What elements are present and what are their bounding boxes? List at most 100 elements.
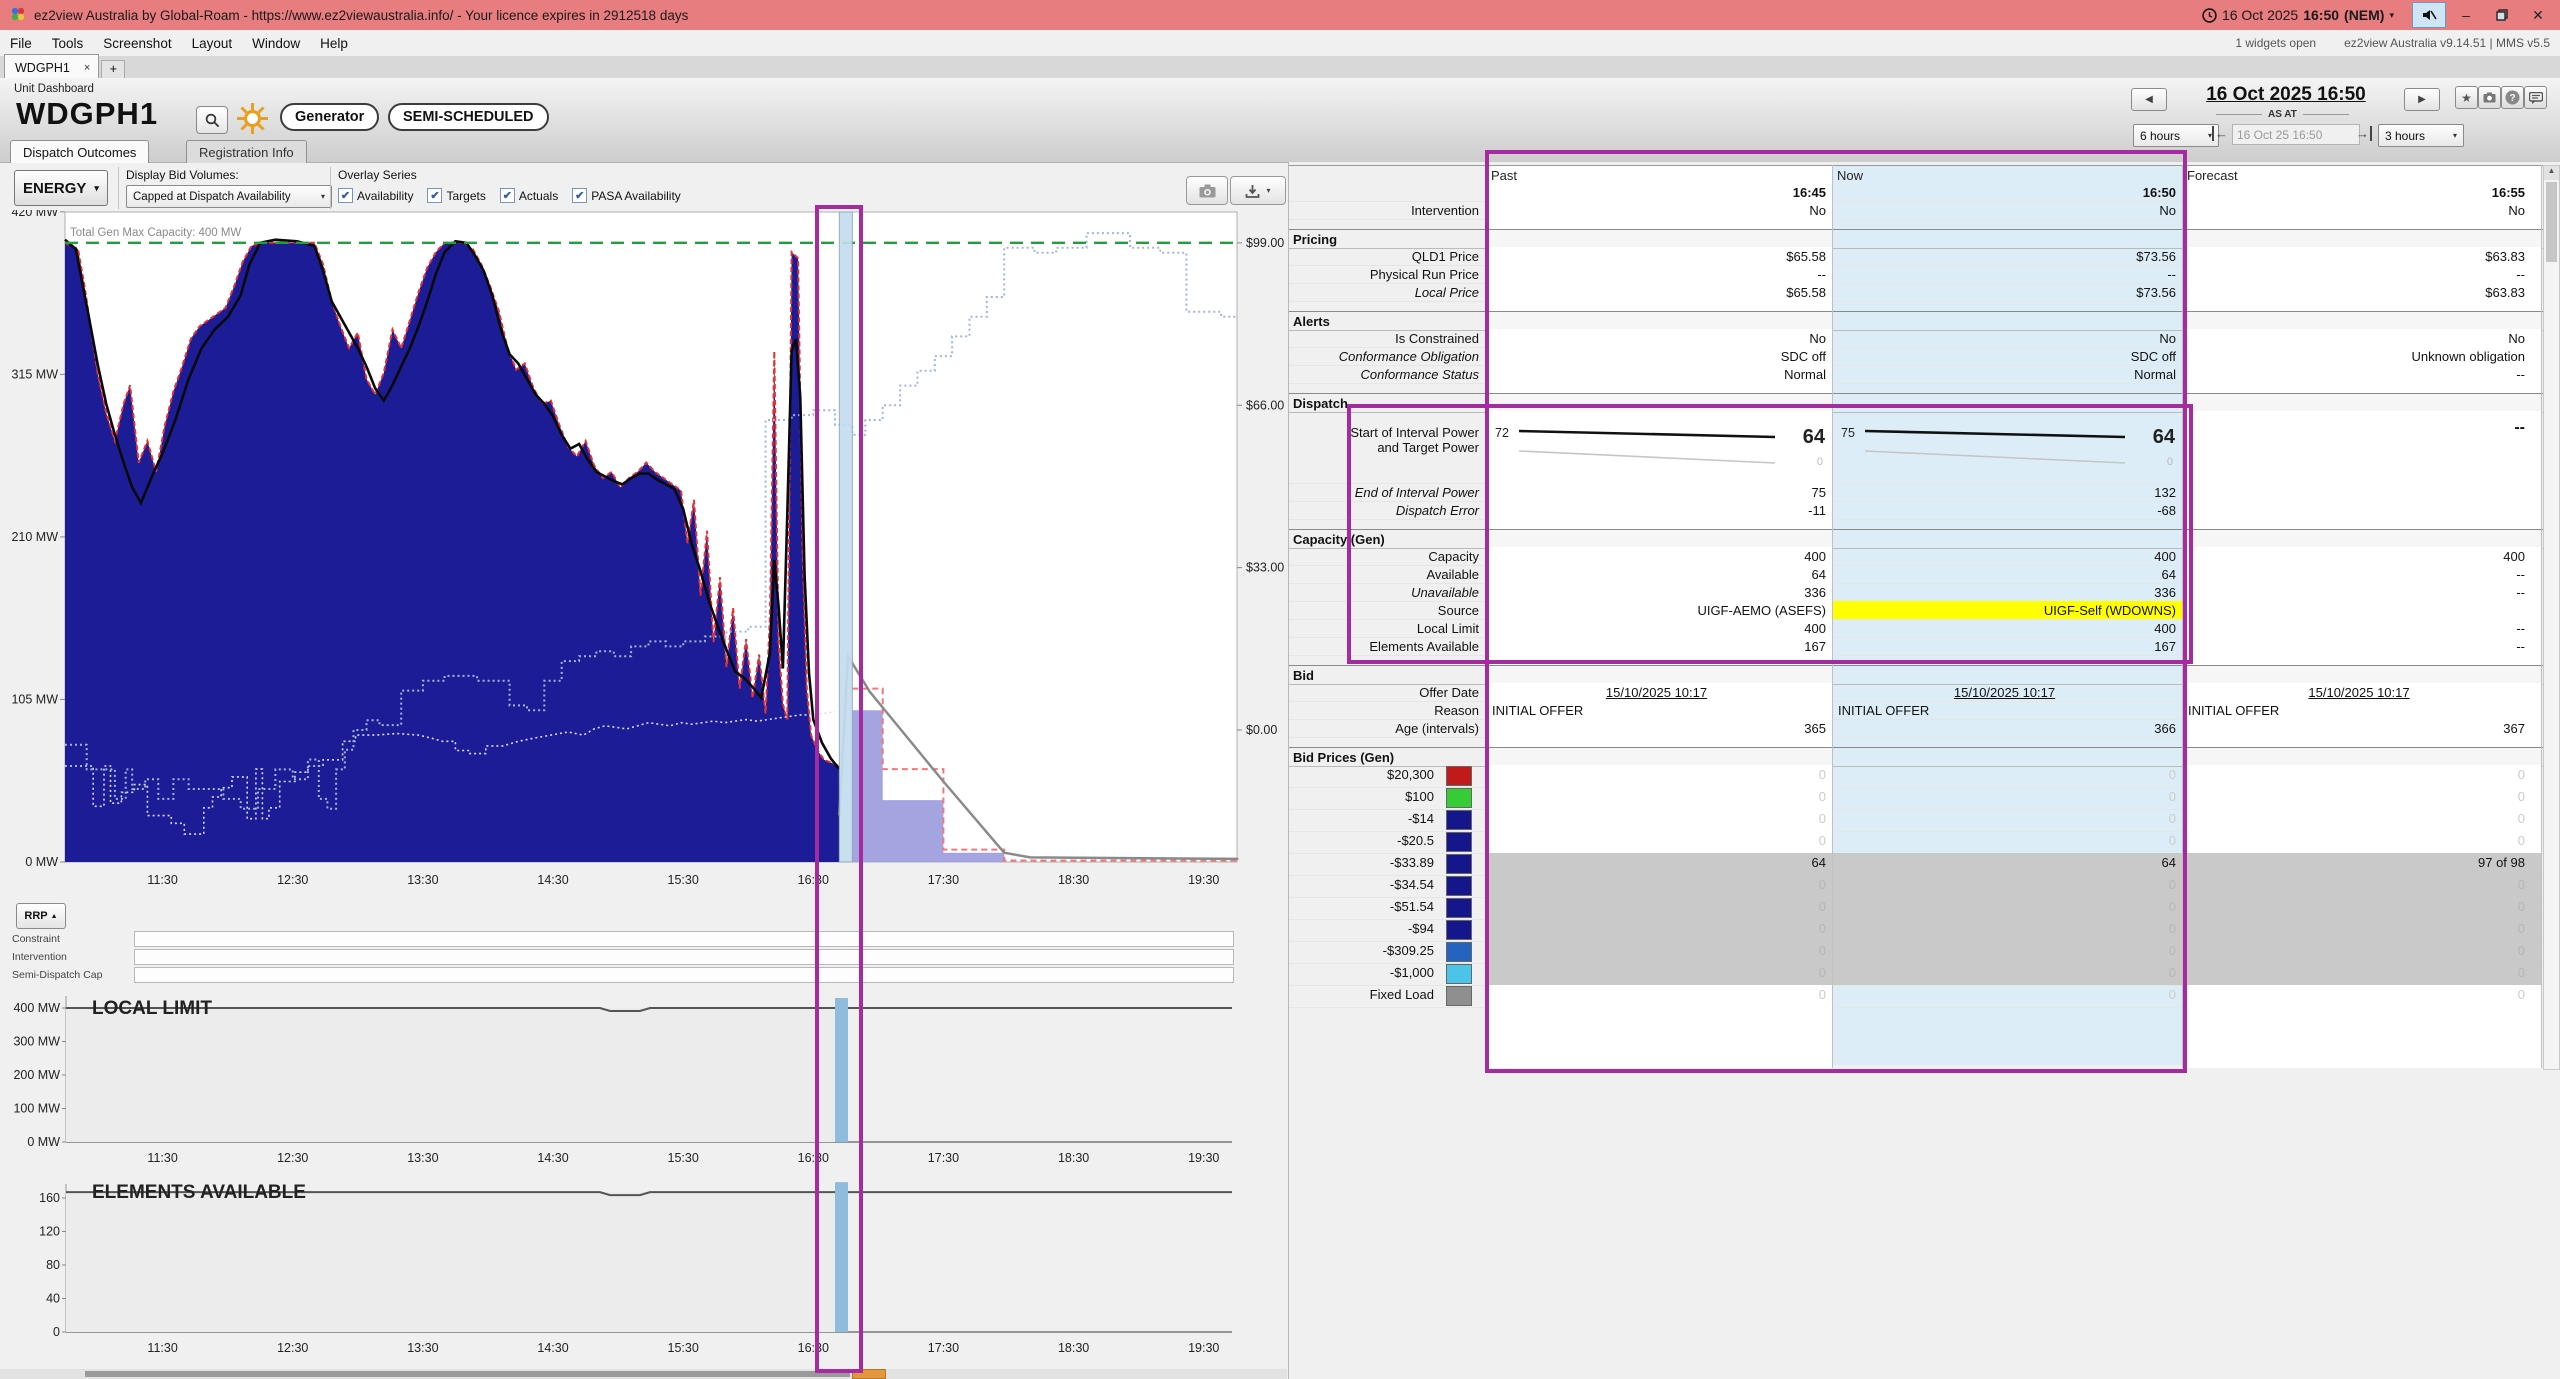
- svg-text:105 MW: 105 MW: [11, 692, 58, 706]
- as-at-input[interactable]: [2232, 124, 2360, 145]
- value-past: 16:45: [1486, 183, 1832, 201]
- jump-start-icon[interactable]: ←: [2212, 126, 2228, 141]
- scrollbar-thumb[interactable]: [2546, 182, 2557, 262]
- svg-text:11:30: 11:30: [147, 1151, 177, 1165]
- value-forecast: --: [2182, 637, 2541, 655]
- value-now: 64: [1832, 853, 2182, 875]
- tab-dispatch-outcomes[interactable]: Dispatch Outcomes: [10, 140, 149, 163]
- menu-item-file[interactable]: File: [0, 32, 42, 55]
- track-semi-dispatch-cap: [134, 967, 1234, 983]
- close-button[interactable]: ✕: [2522, 3, 2554, 27]
- svg-text:14:30: 14:30: [537, 1151, 568, 1165]
- value-now: -68: [1832, 501, 2182, 519]
- menu-item-layout[interactable]: Layout: [182, 32, 243, 55]
- row-label-fixed-load: Fixed Load: [1289, 985, 1486, 1007]
- current-interval-date[interactable]: 16 Oct 2025 16:50: [2172, 84, 2400, 106]
- menu-item-help[interactable]: Help: [310, 32, 358, 55]
- unit-dashboard-header: Unit Dashboard WDGPH1 Generator SEMI-SCH…: [0, 78, 2560, 163]
- next-interval-button[interactable]: ▶: [2404, 88, 2440, 111]
- row-label---14: -$14: [1289, 809, 1486, 831]
- display-bid-volumes-select[interactable]: Capped at Dispatch Availability▾: [126, 185, 332, 208]
- value-now: UIGF-Self (WDOWNS): [1832, 601, 2182, 619]
- bid-price-swatch: [1446, 964, 1472, 984]
- value-past: -11: [1486, 501, 1832, 519]
- overlay-checkbox-actuals[interactable]: ✔Actuals: [500, 188, 558, 203]
- value-forecast: Unknown obligation: [2182, 347, 2541, 365]
- svg-text:16:30: 16:30: [798, 873, 829, 887]
- window-before-select[interactable]: 6 hours▾: [2133, 124, 2219, 147]
- table-row: Elements Available167167--: [1289, 637, 2543, 656]
- timeline-scrollbar-range[interactable]: [85, 1371, 850, 1377]
- window-after-select[interactable]: 3 hours▾: [2378, 124, 2464, 147]
- prev-interval-button[interactable]: ◀: [2131, 88, 2167, 111]
- screenshot-camera-icon[interactable]: [2478, 86, 2501, 109]
- row-label-reason: Reason: [1289, 701, 1486, 719]
- value-forecast: 0: [2182, 985, 2541, 1007]
- row-label-conformance-obligation: Conformance Obligation: [1289, 347, 1486, 365]
- value-forecast: 0: [2182, 941, 2541, 963]
- tab-close-icon[interactable]: ×: [84, 62, 90, 74]
- table-row: Is ConstrainedNoNoNo: [1289, 329, 2543, 348]
- row-label-start-of-interval: Start of Interval Powerand Target Power: [1289, 411, 1486, 483]
- chart-download-button[interactable]: ▾: [1230, 176, 1286, 205]
- value-past: 0: [1486, 985, 1832, 1007]
- title-bar: ez2view Australia by Global-Roam - https…: [0, 0, 2560, 30]
- svg-text:64: 64: [2153, 426, 2176, 448]
- value-now[interactable]: 15/10/2025 10:17: [1832, 683, 2182, 701]
- table-row: Bid Prices (Gen): [1289, 747, 2543, 767]
- value-past: 0: [1486, 787, 1832, 809]
- value-past[interactable]: 15/10/2025 10:17: [1486, 683, 1832, 701]
- menu-item-tools[interactable]: Tools: [42, 32, 94, 55]
- menu-item-screenshot[interactable]: Screenshot: [93, 32, 181, 55]
- widgets-open-status: 1 widgets open: [2235, 36, 2316, 50]
- metric-select[interactable]: ENERGY▾: [14, 170, 108, 206]
- cell: [1832, 655, 2182, 665]
- row-label---1-000: -$1,000: [1289, 963, 1486, 985]
- badge-semi-scheduled: SEMI-SCHEDULED: [388, 103, 549, 131]
- tail-cell: [1486, 1007, 1832, 1068]
- menu-item-window[interactable]: Window: [242, 32, 310, 55]
- table-row: [1289, 383, 2543, 393]
- tab-registration-info[interactable]: Registration Info: [186, 140, 307, 163]
- nem-clock[interactable]: 16 Oct 2025 16:50 (NEM) ▾: [2202, 7, 2394, 23]
- value-now: $73.56: [1832, 247, 2182, 265]
- mute-button[interactable]: [2412, 2, 2446, 28]
- chart-camera-button[interactable]: [1186, 176, 1228, 205]
- overlay-checkbox-pasa-availability[interactable]: ✔PASA Availability: [572, 188, 681, 203]
- value-forecast: [2182, 483, 2541, 501]
- jump-end-icon[interactable]: →: [2356, 126, 2372, 141]
- cell: [1832, 394, 2182, 412]
- minimize-button[interactable]: –: [2450, 3, 2482, 27]
- value-past: 167: [1486, 637, 1832, 655]
- svg-text:160: 160: [39, 1191, 60, 1205]
- as-at-label: AS AT: [2210, 109, 2355, 120]
- value-forecast[interactable]: 15/10/2025 10:17: [2182, 683, 2541, 701]
- cell: [1486, 230, 1832, 248]
- overlay-checkbox-targets[interactable]: ✔Targets: [427, 188, 485, 203]
- tab-wdgph1[interactable]: WDGPH1 ×: [4, 54, 99, 78]
- value-now: INITIAL OFFER: [1832, 701, 2182, 719]
- scrollbar-up-arrow[interactable]: ▲: [2544, 166, 2559, 180]
- feedback-chat-icon[interactable]: [2524, 86, 2547, 109]
- overlay-checkbox-availability[interactable]: ✔Availability: [338, 188, 413, 203]
- rrp-toggle-button[interactable]: RRP▲: [16, 903, 66, 929]
- new-tab-button[interactable]: +: [101, 60, 125, 78]
- unit-search-button[interactable]: [196, 106, 228, 134]
- table-row: Capacity400400400: [1289, 547, 2543, 566]
- value-now: 0: [1832, 875, 2182, 897]
- help-icon[interactable]: ?: [2501, 86, 2524, 109]
- row-label---94: -$94: [1289, 919, 1486, 941]
- table-scrollbar[interactable]: ▲: [2543, 165, 2560, 1070]
- restore-button[interactable]: [2486, 3, 2518, 27]
- svg-text:14:30: 14:30: [537, 873, 568, 887]
- bid-price-swatch: [1446, 854, 1472, 874]
- svg-text:72: 72: [1495, 426, 1509, 440]
- search-icon: [205, 113, 220, 128]
- table-row: Alerts: [1289, 311, 2543, 331]
- sparkline-past: 72640: [1486, 411, 1832, 483]
- timeline-scrollbar-handle[interactable]: [852, 1369, 886, 1379]
- favorite-star-icon[interactable]: ★: [2455, 86, 2478, 109]
- svg-text:0: 0: [53, 1325, 60, 1339]
- row-label-physical-run-price: Physical Run Price: [1289, 265, 1486, 283]
- table-row: Pricing: [1289, 229, 2543, 249]
